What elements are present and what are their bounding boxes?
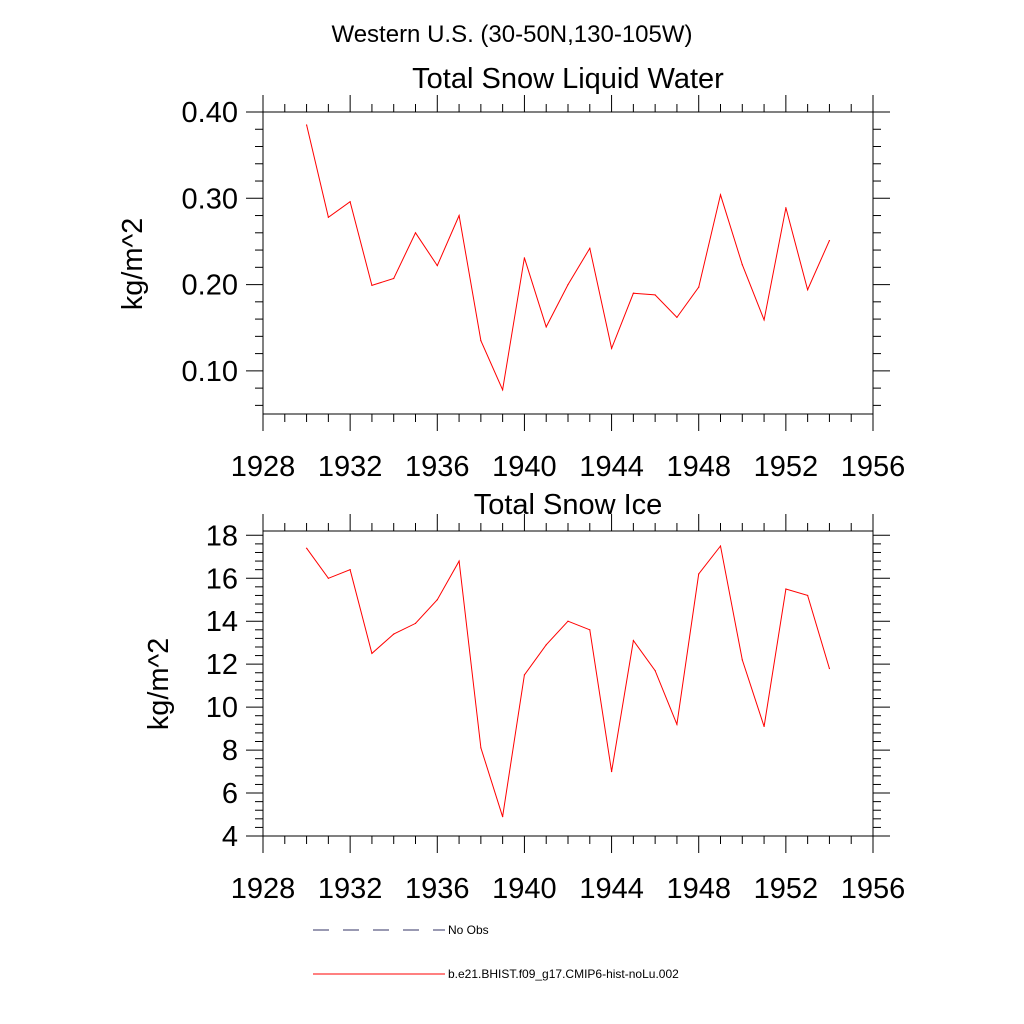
figure-suptitle: Western U.S. (30-50N,130-105W) [331, 21, 692, 48]
x-tick-label: 1928 [231, 873, 296, 905]
legend-label-no-obs: No Obs [448, 923, 489, 937]
y-tick-label: 8 [222, 735, 238, 767]
panel-snow-liquid-water: Total Snow Liquid Water kg/m^2 1928 1932 1… [117, 63, 905, 483]
y-tick-label: 0.10 [182, 356, 238, 388]
data-point [567, 283, 569, 286]
data-point [698, 286, 700, 288]
data-point [327, 577, 329, 579]
series-line [306, 544, 830, 817]
data-point [545, 326, 547, 328]
x-tick-label: 1944 [579, 873, 644, 905]
panel-title: Total Snow Liquid Water [412, 63, 724, 95]
data-point [610, 770, 613, 773]
data-point [828, 239, 831, 242]
data-point [414, 622, 417, 624]
data-point [828, 667, 831, 670]
data-point [719, 545, 722, 547]
x-tick-label: 1936 [405, 451, 470, 483]
x-tick-label: 1948 [666, 451, 731, 483]
y-tick-label: 0.20 [182, 270, 238, 302]
x-tick-label: 1956 [841, 451, 906, 483]
y-axis-label: kg/m^2 [117, 218, 149, 311]
data-point [763, 725, 765, 728]
data-point [632, 639, 634, 642]
x-tick-label: 1952 [754, 451, 819, 483]
legend: No Obs b.e21.BHIST.f09_g17.CMIP6-hist-no… [313, 923, 679, 981]
x-tick-label: 1928 [231, 451, 296, 483]
data-point [763, 319, 765, 321]
data-point [741, 264, 743, 266]
y-tick-label: 12 [206, 649, 238, 681]
data-point [371, 652, 373, 655]
data-point [719, 194, 722, 196]
plot-frame [262, 111, 874, 415]
data-point [436, 264, 438, 267]
data-point [785, 207, 787, 209]
data-point [371, 284, 373, 287]
x-tick-label: 1948 [666, 873, 731, 905]
y-tick-label: 0.40 [182, 97, 238, 129]
data-point [676, 316, 678, 318]
data-point [610, 347, 613, 350]
data-point [632, 292, 634, 294]
data-point [349, 201, 351, 203]
y-tick-label: 14 [206, 606, 238, 638]
data-point [654, 294, 656, 296]
data-point [698, 573, 700, 575]
data-point [502, 816, 504, 818]
data-point [654, 670, 656, 672]
data-point [523, 674, 526, 676]
x-tick-label: 1936 [405, 873, 470, 905]
y-axis-label: kg/m^2 [143, 638, 175, 731]
data-point [327, 216, 329, 218]
x-tick-label: 1940 [492, 873, 557, 905]
data-point [480, 340, 482, 342]
data-point [545, 644, 547, 646]
data-point [480, 747, 482, 749]
y-tick-label: 4 [222, 821, 238, 853]
x-tick-label: 1932 [318, 873, 383, 905]
y-tick-label: 0.30 [182, 183, 238, 215]
y-tick-label: 10 [206, 692, 238, 724]
series-line [306, 124, 830, 392]
data-point [589, 629, 591, 631]
data-point [567, 620, 569, 622]
data-point [305, 547, 308, 549]
data-point [436, 599, 438, 601]
data-point [305, 124, 308, 126]
data-point [741, 659, 743, 661]
data-point [807, 289, 809, 291]
data-point [523, 257, 526, 259]
plot-frame [262, 530, 874, 837]
y-tick-label: 16 [206, 563, 238, 595]
data-point [589, 247, 591, 249]
data-point [676, 723, 678, 725]
data-point [393, 633, 395, 635]
data-point [414, 232, 417, 234]
y-tick-label: 6 [222, 778, 238, 810]
data-point [458, 560, 460, 562]
legend-label-model: b.e21.BHIST.f09_g17.CMIP6-hist-noLu.002 [448, 967, 679, 981]
x-tick-label: 1944 [579, 451, 644, 483]
data-point [458, 214, 460, 217]
x-tick-label: 1932 [318, 451, 383, 483]
data-point [393, 277, 395, 280]
data-point [785, 588, 787, 590]
data-point [349, 569, 351, 571]
x-tick-label: 1956 [841, 873, 906, 905]
x-tick-label: 1940 [492, 451, 557, 483]
x-tick-label: 1952 [754, 873, 819, 905]
data-point [502, 389, 504, 391]
y-tick-label: 18 [206, 520, 238, 552]
data-point [807, 594, 809, 597]
panel-title: Total Snow Ice [474, 489, 663, 521]
panel-snow-ice: Total Snow Ice kg/m^2 1928 1932 1936 1940 19… [143, 489, 905, 905]
